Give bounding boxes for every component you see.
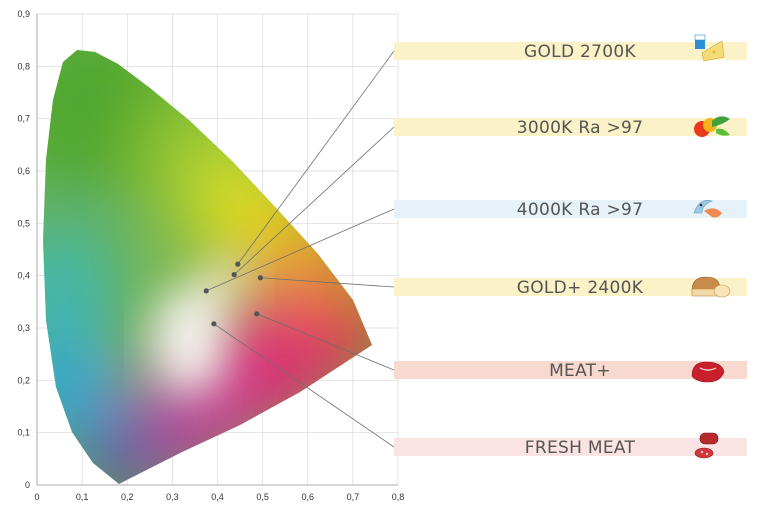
data-point-marker (211, 321, 217, 327)
label-band (394, 361, 747, 379)
leader-lines (206, 50, 395, 448)
leader-line (233, 126, 395, 275)
y-tick-label: 0,3 (17, 323, 30, 333)
x-tick-label: 0,1 (76, 492, 89, 502)
x-tick-label: 0,8 (392, 492, 405, 502)
y-tick-label: 0,1 (17, 428, 30, 438)
label-band (394, 200, 747, 218)
chart-axes (36, 14, 398, 486)
leader-line (260, 277, 395, 288)
point-label: GOLD 2700K (524, 42, 636, 62)
label-band (394, 42, 747, 60)
spectral-locus-gamut (43, 50, 372, 484)
label-bands (394, 42, 747, 456)
data-point-marker (235, 261, 241, 267)
y-tick-label: 0,7 (17, 114, 30, 124)
x-tick-label: 0,2 (121, 492, 134, 502)
y-tick-label: 0,8 (17, 61, 30, 71)
data-point-marker (231, 272, 237, 278)
point-label: FRESH MEAT (525, 438, 636, 458)
meat-icon (691, 361, 725, 383)
point-label: 4000K Ra >97 (517, 200, 644, 220)
point-label: MEAT+ (549, 361, 611, 381)
data-point-marker (203, 288, 209, 294)
fish-icon (693, 199, 722, 218)
point-label: 3000K Ra >97 (517, 118, 644, 138)
leader-line (256, 313, 395, 371)
x-tick-label: 0,4 (211, 492, 224, 502)
y-tick-label: 0,5 (17, 218, 30, 228)
x-tick-label: 0,7 (347, 492, 360, 502)
label-band (394, 118, 747, 136)
cheese-icon (694, 34, 725, 62)
data-point-marker (254, 311, 260, 317)
x-tick-label: 0 (34, 492, 39, 502)
x-tick-label: 0,3 (166, 492, 179, 502)
y-tick-label: 0,2 (17, 375, 30, 385)
vegetables-icon (694, 116, 730, 137)
product-icons (691, 34, 731, 459)
leader-line (213, 323, 395, 448)
y-tick-label: 0,9 (17, 9, 30, 19)
x-tick-label: 0,6 (301, 492, 314, 502)
salami-icon (694, 432, 719, 459)
x-tick-labels: 0 0,1 0,2 0,3 0,4 0,5 0,6 0,7 0,8 (34, 492, 404, 502)
bread-icon (691, 276, 731, 298)
point-label: GOLD+ 2400K (517, 278, 644, 298)
leader-line (237, 50, 395, 265)
x-tick-label: 0,5 (256, 492, 269, 502)
y-tick-labels: 0 0,1 0,2 0,3 0,4 0,5 0,6 0,7 0,8 0,9 (17, 9, 30, 490)
y-tick-label: 0 (25, 480, 30, 490)
y-tick-label: 0,4 (17, 271, 30, 281)
data-point-marker (257, 275, 263, 281)
y-tick-label: 0,6 (17, 166, 30, 176)
label-band (394, 278, 747, 296)
data-points (203, 261, 263, 327)
leader-line (206, 208, 395, 292)
point-labels: GOLD 2700K 3000K Ra >97 4000K Ra >97 GOLD+ … (517, 42, 644, 458)
label-band (394, 438, 747, 456)
